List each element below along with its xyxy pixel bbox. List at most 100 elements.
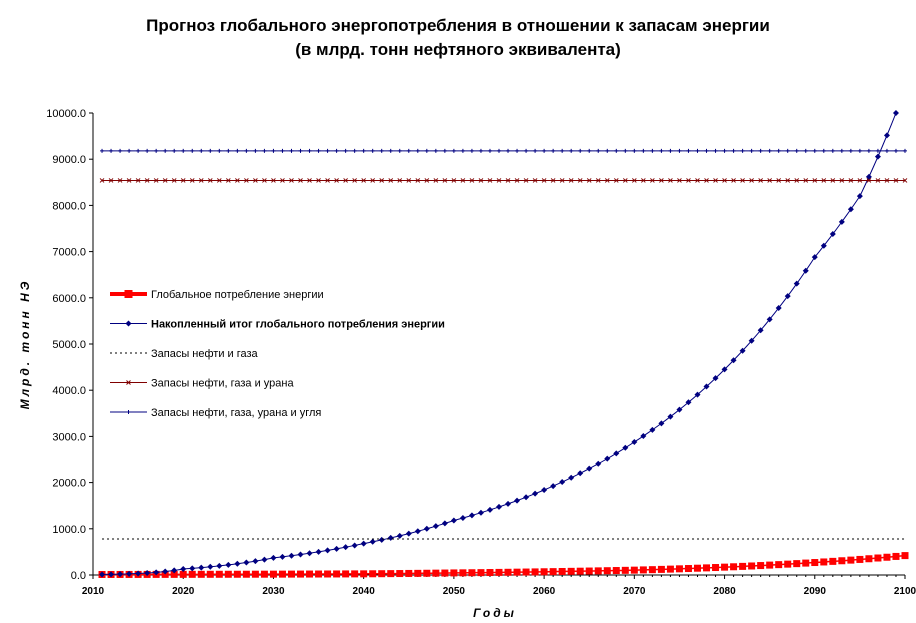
series-1-marker (883, 132, 890, 139)
series-4-marker (181, 148, 186, 153)
legend-label: Накопленный итог глобального потребления… (151, 319, 445, 331)
x-tick-label: 2100 (894, 586, 916, 597)
series-3-marker (171, 178, 177, 183)
series-1-marker (198, 564, 205, 571)
series-3-marker (848, 178, 854, 183)
series-0-marker (739, 562, 747, 570)
series-3-marker (370, 178, 376, 183)
series-1-marker (748, 337, 755, 344)
series-0-marker (360, 570, 368, 578)
series-3-marker (695, 178, 700, 183)
chart-title-line-2: (в млрд. тонн нефтяного эквивалента) (295, 40, 621, 59)
series-3-marker (424, 178, 430, 183)
series-1-marker (613, 450, 620, 457)
series-1-marker (180, 565, 187, 572)
series-0-marker (784, 560, 792, 568)
series-3-marker (514, 178, 520, 183)
series-3-marker (902, 178, 908, 183)
series-4-marker (632, 148, 637, 153)
y-tick-label: 1000.0 (52, 524, 86, 536)
series-4-marker (848, 148, 853, 153)
series-4-marker (596, 148, 601, 153)
y-axis-title: Млрд. тонн НЭ (18, 279, 32, 410)
series-0-marker (603, 567, 611, 575)
series-0-marker (820, 558, 828, 566)
series-3-marker (532, 178, 538, 183)
series-1-marker (649, 426, 656, 433)
series-3-marker (325, 178, 330, 183)
series-3-marker (749, 178, 754, 183)
series-0-marker (838, 557, 846, 565)
series-4-marker (126, 410, 131, 414)
series-0-marker (576, 567, 584, 575)
series-4-marker (307, 148, 312, 153)
series-3-marker (397, 178, 403, 183)
series-3-marker (830, 178, 836, 183)
series-3-marker (433, 178, 439, 183)
y-tick-label: 6000.0 (52, 293, 86, 305)
series-3-marker (216, 178, 222, 183)
series-0-marker (170, 570, 178, 578)
series-4-marker (433, 148, 438, 153)
y-tick-label: 5000.0 (52, 339, 86, 351)
series-0-marker (630, 566, 638, 574)
x-tick-label: 2020 (172, 586, 195, 597)
series-0-marker (233, 570, 241, 578)
series-0-marker (793, 560, 801, 568)
series-0-marker (549, 568, 557, 576)
series-1-marker (414, 528, 421, 535)
y-tick-label: 2000.0 (52, 478, 86, 490)
series-1-marker (721, 366, 728, 373)
series-1-marker (514, 497, 521, 504)
series-4-marker (361, 148, 366, 153)
series-4-marker (695, 148, 700, 153)
series-4-marker (614, 148, 619, 153)
series-1-marker (757, 327, 764, 334)
series-0-marker (260, 570, 268, 578)
series-1-marker (532, 490, 539, 497)
series-4-marker (542, 148, 547, 153)
series-4-marker (686, 148, 691, 153)
series-0-marker (188, 570, 196, 578)
series-1-marker (802, 267, 809, 274)
y-tick-label: 0.0 (71, 570, 86, 582)
series-1-marker (459, 515, 466, 522)
series-4-marker (262, 148, 267, 153)
y-tick-label: 4000.0 (52, 385, 86, 397)
series-0-marker (387, 570, 395, 578)
series-4-marker (893, 148, 898, 153)
series-3-marker (613, 178, 619, 183)
series-0-marker (441, 569, 449, 577)
series-0-marker (459, 569, 467, 577)
series-1-marker (496, 503, 502, 510)
series-1-marker (631, 438, 638, 445)
series-3-marker (162, 178, 168, 183)
series-4-marker (217, 148, 222, 153)
series-3-marker (135, 178, 141, 183)
series-4-marker (785, 148, 790, 153)
series-3-marker (604, 178, 610, 183)
series-3-marker (731, 178, 736, 183)
series-4-marker (569, 148, 574, 153)
series-0-marker (224, 570, 232, 578)
legend-label: Запасы нефти и газа (151, 348, 259, 360)
series-4-marker (758, 148, 763, 153)
series-4-marker (316, 148, 321, 153)
x-tick-label: 2090 (804, 586, 827, 597)
series-4-marker (145, 148, 150, 153)
series-0-marker (621, 566, 629, 574)
legend-label: Глобальное потребление энергии (151, 289, 324, 301)
series-4-marker (208, 148, 213, 153)
series-1-marker (820, 242, 827, 249)
legend-item-0: Глобальное потребление энергии (110, 289, 324, 301)
series-1-marker (505, 500, 512, 507)
series-0-marker (648, 566, 656, 574)
series-3-marker (722, 178, 727, 183)
series-1-marker (847, 206, 854, 213)
x-axis-title: Годы (473, 606, 517, 620)
series-3-marker (460, 178, 466, 183)
series-4-marker (713, 148, 718, 153)
series-3-marker (803, 178, 809, 183)
series-4-marker (659, 148, 664, 153)
